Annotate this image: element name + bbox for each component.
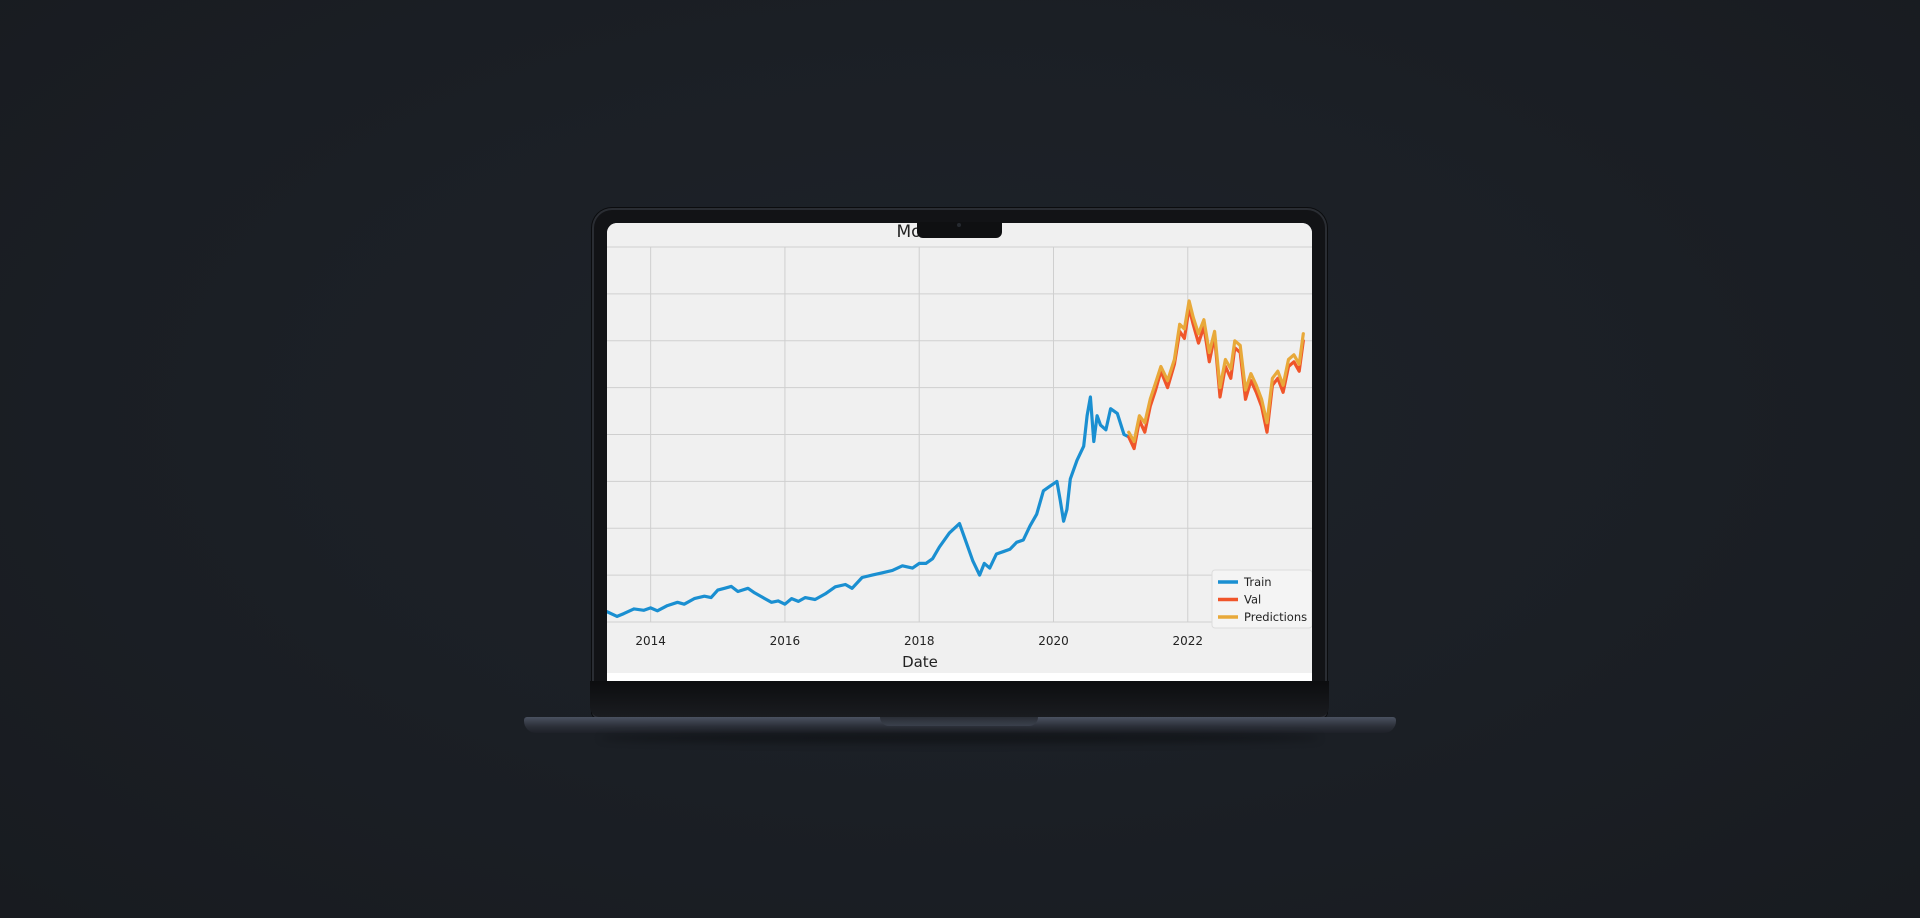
series-line-predictions xyxy=(1127,299,1305,444)
x-tick-label-1: 2016 xyxy=(770,634,801,648)
x-tick-label-2: 2018 xyxy=(904,634,935,648)
laptop-opening-notch xyxy=(880,717,1038,726)
legend-label-val: Val xyxy=(1244,593,1261,607)
legend-label-predictions: Predictions xyxy=(1244,610,1307,624)
x-axis-label: Date xyxy=(902,653,938,671)
series-line-train xyxy=(607,395,1131,618)
x-axis-ticks: 2014 2016 2018 2020 2022 xyxy=(635,634,1203,648)
x-tick-label-3: 2020 xyxy=(1038,634,1069,648)
laptop-chin xyxy=(590,681,1329,717)
screen-bottom-edge xyxy=(607,673,1312,681)
x-tick-label-0: 2014 xyxy=(635,634,666,648)
x-tick-label-4: 2022 xyxy=(1173,634,1204,648)
legend-box xyxy=(1211,569,1312,629)
series-lines xyxy=(607,299,1305,618)
camera-notch xyxy=(917,222,1002,238)
camera-icon xyxy=(957,223,961,227)
laptop-shadow xyxy=(600,733,1320,743)
grid xyxy=(607,246,1312,623)
legend-label-train: Train xyxy=(1243,575,1272,589)
legend: Train Val Predictions xyxy=(1211,569,1312,629)
